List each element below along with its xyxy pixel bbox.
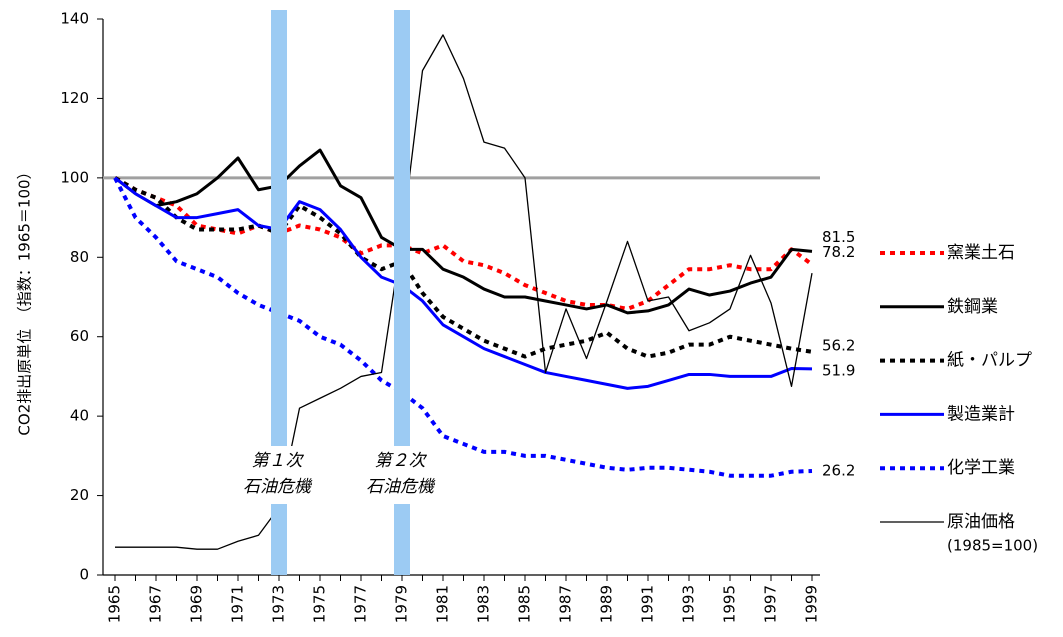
series-line [113, 176, 813, 478]
series-line [114, 148, 813, 315]
series-line [114, 176, 813, 390]
y-tick-label: 60 [70, 327, 89, 345]
annotation: 石油危機 [366, 477, 436, 497]
x-tick-label: 1993 [680, 585, 698, 623]
legend-label: 製造業計 [947, 404, 1015, 424]
data-label: 51.9 [822, 361, 855, 379]
y-tick-label: 40 [70, 407, 89, 425]
y-tick-label: 80 [70, 248, 89, 266]
legend-label: 化学工業 [947, 458, 1015, 478]
band [394, 10, 410, 575]
data-label: 26.2 [822, 461, 855, 479]
legend-label: 原油価格 [947, 512, 1015, 532]
data-label: 78.2 [822, 243, 855, 261]
x-tick-label: 1979 [393, 585, 411, 623]
x-tick-label: 1975 [311, 585, 329, 623]
annotation: 第２次 [375, 451, 428, 471]
x-tick-label: 1983 [475, 585, 493, 623]
x-tick-label: 1965 [106, 585, 124, 623]
x-tick-label: 1971 [229, 585, 247, 623]
x-tick-label: 1981 [434, 585, 452, 623]
x-tick-label: 1997 [762, 585, 780, 623]
legend-label: 鉄鋼業 [947, 297, 998, 317]
data-label: 56.2 [822, 336, 855, 354]
x-tick-label: 1991 [639, 585, 657, 623]
y-tick-label: 0 [79, 566, 89, 584]
legend-note: (1985=100) [947, 537, 1038, 555]
y-tick-label: 120 [60, 89, 89, 107]
y-tick-label: 20 [70, 486, 89, 504]
x-tick-label: 1989 [598, 585, 616, 623]
y-axis-label: CO2排出原単位 （指数：1965＝100） [16, 164, 34, 435]
x-tick-label: 1977 [352, 585, 370, 623]
x-tick-label: 1985 [516, 585, 534, 623]
annotation: 第１次 [252, 451, 305, 471]
data-label: 81.5 [822, 228, 855, 246]
series-line [113, 176, 814, 311]
annotation-bg [231, 446, 327, 504]
x-tick-label: 1967 [147, 585, 165, 623]
y-tick-label: 140 [60, 10, 89, 28]
x-tick-label: 1973 [270, 585, 288, 623]
legend-label: 紙・パルプ [947, 351, 1032, 371]
band [271, 10, 287, 575]
x-tick-label: 1999 [803, 585, 821, 623]
legend-label: 窯業土石 [947, 243, 1015, 263]
y-tick-label: 100 [60, 168, 89, 186]
x-tick-label: 1969 [188, 585, 206, 623]
series-line [113, 176, 813, 359]
annotation: 石油危機 [243, 477, 313, 497]
x-tick-label: 1995 [721, 585, 739, 623]
x-tick-label: 1987 [557, 585, 575, 623]
annotation-bg [354, 446, 450, 504]
series-line [115, 34, 813, 550]
